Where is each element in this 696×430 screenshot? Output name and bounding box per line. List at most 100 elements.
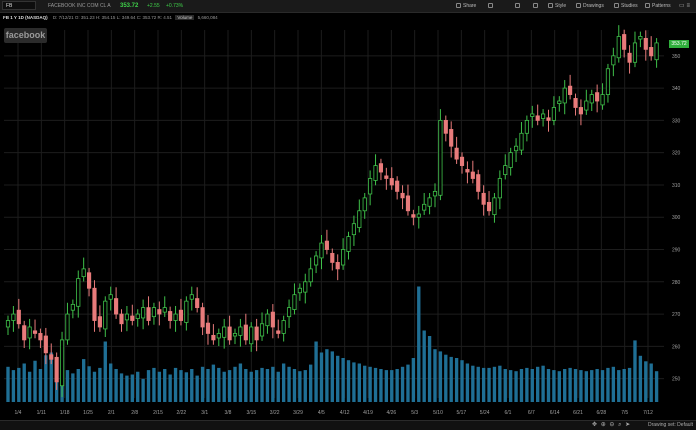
- candle-body: [292, 294, 297, 310]
- volume-bar: [606, 367, 610, 402]
- volume-bar: [222, 371, 226, 402]
- volume-bar: [254, 370, 259, 402]
- price-tick-label: 350: [672, 54, 681, 60]
- bottom-bar: ✥ ⊕ ⊖ ⌕ ➤ Drawing set: Default: [0, 420, 696, 430]
- style-label: Style: [555, 3, 567, 9]
- candle-body: [184, 300, 189, 323]
- candle-body: [11, 313, 16, 321]
- pencil-icon: [576, 3, 581, 9]
- candle-body: [70, 303, 75, 311]
- share-button[interactable]: Share: [456, 0, 476, 12]
- candle-body: [151, 307, 157, 318]
- candle-body: [486, 201, 492, 212]
- window-controls[interactable]: ▭≡: [679, 0, 692, 12]
- candle-body: [130, 315, 135, 321]
- top-toolbar: FB FACEBOOK INC COM CL A 353.72 +2.55 +0…: [0, 0, 696, 13]
- candle-body: [568, 85, 573, 95]
- volume-bar: [503, 369, 507, 402]
- volume-bar: [314, 341, 318, 402]
- drawing-set-label[interactable]: Drawing set: Default: [648, 422, 694, 428]
- candle-body: [119, 313, 124, 325]
- zoom-out-icon[interactable]: ⊖: [609, 422, 616, 428]
- volume-bar: [573, 369, 578, 402]
- cursor-button[interactable]: [533, 0, 540, 12]
- zoom-in-icon[interactable]: ⊕: [600, 422, 607, 428]
- candle-body: [249, 326, 254, 345]
- volume-bar: [44, 355, 48, 402]
- candle-body: [238, 326, 243, 336]
- candle-body: [297, 287, 302, 294]
- symbol-input[interactable]: FB: [2, 1, 36, 10]
- drawings-button[interactable]: Drawings: [576, 0, 604, 12]
- date-tick-label: 3/8: [225, 410, 232, 416]
- search-icon[interactable]: ⌕: [618, 422, 623, 428]
- candle-body: [503, 165, 508, 176]
- candle-body: [551, 107, 556, 121]
- price-chart[interactable]: 250 260 270 280 290 300 310 320 330 340 350 1/4 1/1…: [0, 24, 696, 420]
- volume-bar: [146, 370, 151, 402]
- date-tick-label: 1/25: [83, 410, 93, 416]
- date-tick-label: 2/1: [108, 410, 115, 416]
- style-icon: [548, 3, 553, 9]
- candle-body: [400, 192, 405, 199]
- candle-body: [616, 36, 621, 59]
- candle-body: [508, 152, 513, 168]
- candle-body: [411, 214, 416, 218]
- candle-body: [27, 326, 32, 339]
- volume-bar: [22, 363, 26, 402]
- volume-bar: [190, 369, 194, 402]
- menu-icon[interactable]: ≡: [686, 3, 692, 9]
- date-axis: 1/4 1/11 1/18 1/25 2/1 2/8 2/15 2/22 3/1 3/8 3/15 3…: [15, 410, 654, 416]
- volume-bar: [195, 375, 199, 402]
- candle-body: [259, 323, 265, 337]
- volume-bar: [292, 369, 297, 402]
- magnet-button[interactable]: [515, 0, 522, 12]
- volume-bar: [227, 370, 232, 402]
- candle-body: [222, 326, 227, 338]
- candle-body: [341, 249, 346, 266]
- studies-button[interactable]: Studies: [614, 0, 638, 12]
- candle-body: [200, 307, 205, 328]
- candle-body: [611, 55, 616, 66]
- volume-bar: [136, 371, 140, 402]
- volume-bar: [552, 370, 556, 402]
- date-tick-label: 4/12: [340, 410, 350, 416]
- symbol-watermark: facebook: [4, 28, 47, 43]
- candle-body: [573, 98, 578, 108]
- volume-bar: [33, 360, 37, 402]
- patterns-button[interactable]: Patterns: [645, 0, 671, 12]
- date-tick-label: 3/15: [246, 410, 256, 416]
- candle-body: [589, 94, 594, 104]
- candle-body: [254, 326, 259, 341]
- volume-bar: [536, 366, 540, 402]
- volume-bar: [525, 367, 529, 402]
- style-button[interactable]: Style: [548, 0, 566, 12]
- volume-bar: [546, 369, 551, 402]
- volume-bar: [379, 369, 383, 402]
- price-tick-label: 250: [672, 377, 681, 383]
- candle-body: [308, 268, 313, 283]
- date-tick-label: 2/22: [176, 410, 186, 416]
- price-axis: 250 260 270 280 290 300 310 320 330 340 350: [672, 54, 681, 383]
- candle-body: [92, 287, 97, 321]
- zoom-button[interactable]: [488, 0, 495, 12]
- volume-bar: [487, 367, 491, 402]
- volume-bar: [179, 370, 183, 402]
- candle-body: [227, 326, 232, 341]
- price-tick-label: 330: [672, 118, 681, 124]
- candle-body: [205, 322, 211, 334]
- pan-icon[interactable]: ✥: [592, 422, 599, 428]
- pointer-icon[interactable]: ➤: [625, 422, 632, 428]
- candles: [5, 25, 659, 398]
- volume-bar: [260, 367, 264, 402]
- maximize-icon[interactable]: ▭: [678, 3, 687, 9]
- price-tick-label: 320: [672, 151, 681, 157]
- price-tick-label: 270: [672, 312, 681, 318]
- volume-bar: [81, 359, 86, 402]
- chart-legend: FB 1 Y 1D (NASDAQ) D: 7/12/21 O: 351.23 …: [3, 13, 218, 22]
- volume-bar: [217, 367, 221, 402]
- candle-body: [557, 100, 562, 105]
- volume-bar: [406, 364, 410, 402]
- chart-controls[interactable]: ✥ ⊕ ⊖ ⌕ ➤: [592, 421, 631, 430]
- volume-bar: [395, 369, 399, 402]
